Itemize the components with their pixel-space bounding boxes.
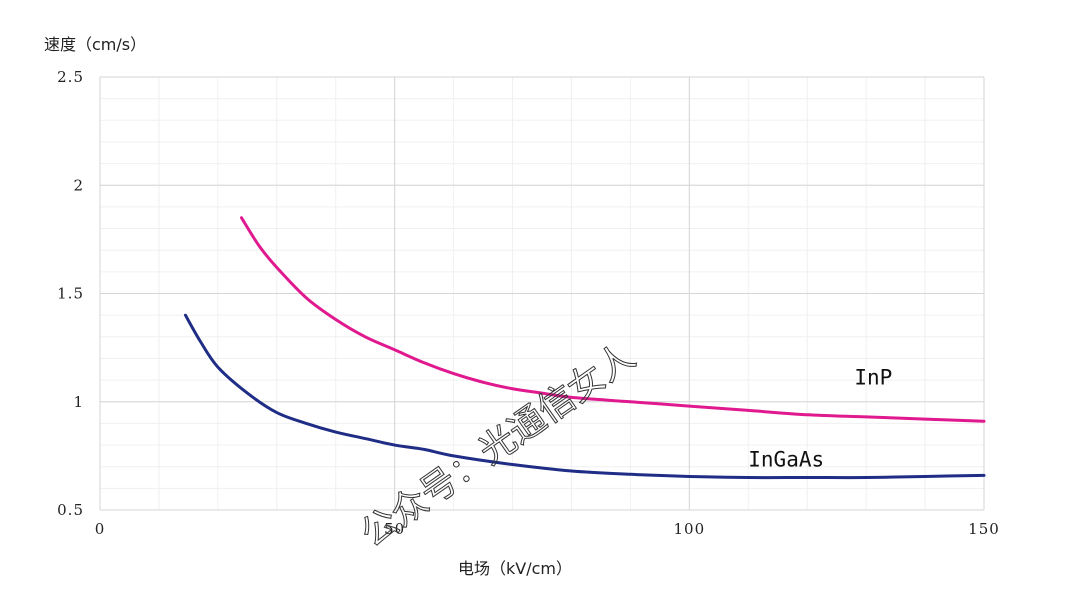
x-tick-label: 50 [384, 520, 405, 538]
series-line-inp [239, 216, 986, 423]
x-tick-labels: 0 50 100 150 [95, 520, 1000, 538]
x-tick-label: 150 [968, 520, 1000, 538]
x-tick-label: 0 [95, 520, 106, 538]
y-tick-label: 2 [73, 176, 84, 194]
y-tick-label: 2.5 [57, 68, 84, 86]
y-tick-label: 0.5 [57, 501, 84, 519]
x-axis-title: 电场（kV/cm） [458, 559, 572, 578]
x-tick-label: 100 [674, 520, 706, 538]
y-axis-title: 速度（cm/s） [44, 35, 146, 54]
series-line-ingaas [183, 313, 986, 480]
y-tick-label: 1 [73, 393, 84, 411]
y-tick-label: 1.5 [57, 285, 84, 303]
y-tick-labels: 0.5 1 1.5 2 2.5 [57, 68, 84, 519]
series-labels: InP InGaAs [748, 365, 892, 471]
series-label-inp: InP [854, 365, 892, 389]
series-lines [183, 216, 986, 480]
major-grid [99, 76, 985, 511]
series-label-ingaas: InGaAs [748, 448, 824, 472]
